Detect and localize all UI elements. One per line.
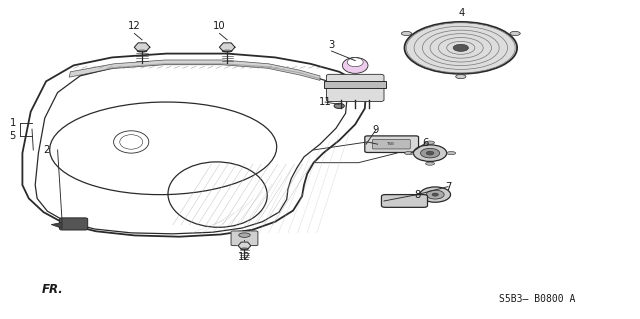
- FancyBboxPatch shape: [365, 136, 419, 152]
- Ellipse shape: [239, 233, 250, 237]
- Text: 11: 11: [319, 97, 332, 107]
- Ellipse shape: [241, 248, 248, 249]
- Polygon shape: [339, 76, 365, 88]
- FancyBboxPatch shape: [381, 195, 428, 207]
- Text: 12: 12: [128, 20, 141, 31]
- FancyBboxPatch shape: [372, 139, 410, 149]
- Ellipse shape: [401, 31, 412, 35]
- Text: 12: 12: [238, 252, 251, 262]
- Ellipse shape: [510, 31, 520, 35]
- Text: 9: 9: [372, 125, 379, 135]
- Text: S5B3– B0800 A: S5B3– B0800 A: [499, 294, 576, 304]
- Ellipse shape: [432, 193, 438, 196]
- Polygon shape: [134, 43, 150, 52]
- Ellipse shape: [426, 162, 435, 165]
- Polygon shape: [69, 60, 320, 80]
- Text: TSB: TSB: [387, 142, 394, 146]
- Ellipse shape: [426, 151, 434, 155]
- Ellipse shape: [404, 152, 413, 155]
- FancyBboxPatch shape: [60, 218, 88, 230]
- Ellipse shape: [420, 187, 451, 202]
- Text: 8: 8: [414, 189, 420, 200]
- Text: 4: 4: [459, 8, 465, 19]
- FancyBboxPatch shape: [231, 231, 258, 246]
- FancyBboxPatch shape: [326, 74, 384, 101]
- Text: 1: 1: [10, 118, 16, 128]
- Ellipse shape: [137, 50, 147, 52]
- Ellipse shape: [447, 152, 456, 155]
- Ellipse shape: [453, 44, 468, 51]
- Ellipse shape: [426, 141, 435, 144]
- Ellipse shape: [456, 75, 466, 79]
- Ellipse shape: [420, 148, 440, 158]
- Polygon shape: [238, 242, 251, 249]
- Text: 6: 6: [422, 138, 429, 148]
- Polygon shape: [220, 43, 235, 52]
- Ellipse shape: [348, 58, 364, 67]
- Ellipse shape: [404, 22, 517, 74]
- Ellipse shape: [426, 190, 444, 199]
- Text: 5: 5: [10, 130, 16, 141]
- Text: 3: 3: [328, 40, 335, 50]
- Polygon shape: [51, 222, 62, 228]
- Ellipse shape: [334, 103, 344, 108]
- Polygon shape: [336, 86, 366, 98]
- Text: 10: 10: [213, 20, 226, 31]
- Text: 7: 7: [445, 182, 451, 192]
- Text: 2: 2: [43, 145, 49, 155]
- Ellipse shape: [413, 145, 447, 161]
- Text: FR.: FR.: [42, 283, 63, 295]
- Ellipse shape: [342, 57, 368, 73]
- Ellipse shape: [222, 50, 232, 52]
- FancyBboxPatch shape: [324, 81, 386, 88]
